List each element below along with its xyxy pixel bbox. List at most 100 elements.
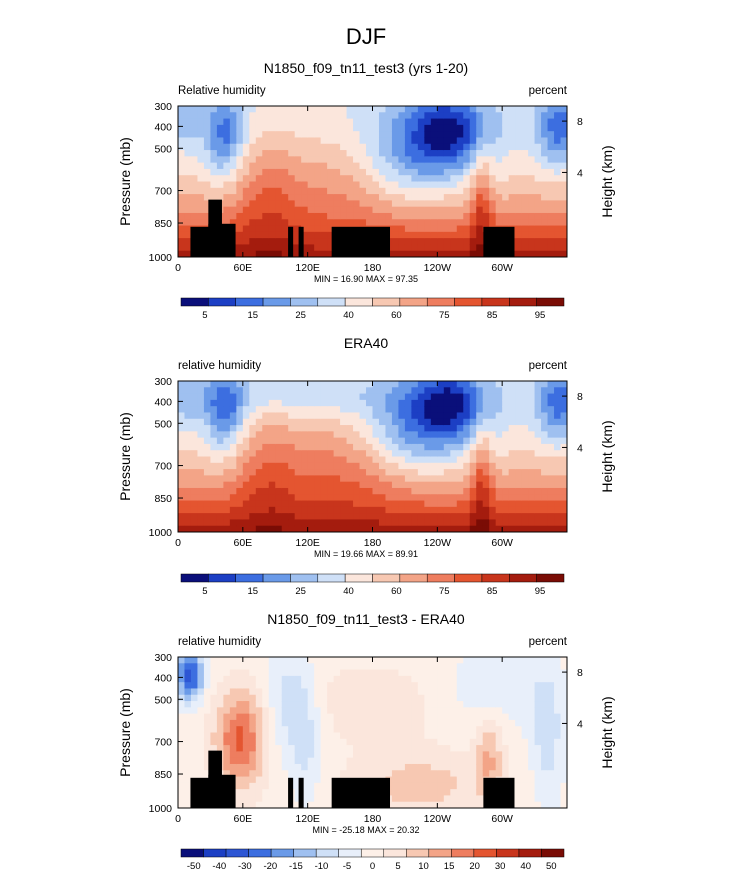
field-cell	[495, 443, 503, 451]
field-cell	[210, 187, 218, 195]
field-cell	[268, 406, 276, 414]
field-cell	[255, 525, 263, 532]
field-cell	[307, 238, 315, 246]
field-cell	[320, 663, 328, 671]
field-cell	[541, 726, 549, 734]
field-cell	[210, 168, 218, 176]
field-cell	[547, 124, 555, 132]
field-cell	[353, 381, 361, 388]
field-cell	[404, 443, 412, 451]
field-cell	[547, 431, 555, 439]
field-cell	[210, 669, 218, 677]
field-cell	[515, 525, 523, 532]
field-cell	[301, 462, 309, 470]
field-cell	[372, 506, 380, 514]
field-cell	[359, 513, 367, 521]
field-cell	[469, 106, 477, 113]
field-cell	[320, 143, 328, 151]
field-cell	[502, 168, 510, 176]
field-cell	[541, 412, 549, 420]
field-cell	[301, 431, 309, 439]
field-cell	[268, 225, 276, 233]
field-cell	[359, 701, 367, 708]
field-cell	[528, 506, 536, 514]
field-cell	[443, 776, 451, 784]
field-cell	[275, 456, 283, 464]
field-cell	[378, 475, 387, 483]
field-cell	[320, 431, 328, 439]
field-cell	[236, 431, 244, 439]
field-cell	[398, 682, 406, 690]
field-cell	[495, 462, 503, 470]
colorbar-swatch	[426, 297, 455, 307]
field-cell	[178, 238, 186, 246]
field-cell	[236, 525, 244, 532]
field-cell	[437, 757, 445, 765]
field-cell	[307, 770, 315, 778]
field-cell	[521, 694, 529, 702]
field-cell	[353, 431, 361, 439]
field-cell	[521, 406, 529, 414]
field-cell	[223, 212, 231, 220]
field-cell	[437, 475, 445, 483]
topography-mask	[298, 226, 304, 257]
field-cell	[469, 187, 477, 195]
field-cell	[184, 399, 192, 407]
field-cell	[178, 726, 186, 734]
field-cell	[424, 206, 432, 214]
field-cell	[463, 187, 471, 195]
field-cell	[320, 500, 328, 508]
field-cell	[528, 456, 536, 464]
y2-tick-label: 4	[577, 442, 583, 454]
field-cell	[450, 412, 458, 420]
panel-stats: MIN = 16.90 MAX = 97.35	[314, 274, 418, 284]
field-cell	[255, 150, 263, 157]
field-cell	[314, 406, 322, 414]
field-cell	[281, 795, 289, 803]
field-cell	[424, 219, 432, 227]
field-cell	[450, 663, 458, 671]
field-cell	[378, 206, 387, 214]
field-cell	[417, 456, 425, 464]
field-cell	[398, 494, 406, 502]
field-cell	[372, 137, 380, 145]
field-cell	[346, 500, 354, 508]
field-cell	[489, 194, 497, 201]
field-cell	[476, 425, 484, 432]
field-cell	[547, 494, 555, 502]
field-cell	[320, 462, 328, 470]
field-cell	[268, 513, 276, 521]
field-cell	[547, 789, 555, 797]
field-cell	[301, 481, 309, 489]
field-cell	[333, 694, 341, 702]
field-cell	[443, 406, 451, 414]
field-cell	[560, 688, 567, 696]
field-cell	[242, 200, 250, 208]
field-cell	[521, 682, 529, 690]
field-cell	[236, 801, 244, 808]
field-cell	[437, 112, 445, 120]
field-cell	[268, 757, 276, 765]
colorbar-swatch	[248, 848, 272, 858]
field-cell	[469, 519, 477, 527]
field-cell	[190, 118, 199, 126]
field-cell	[502, 150, 510, 157]
field-cell	[340, 513, 348, 521]
field-cell	[489, 443, 497, 451]
field-cell	[184, 212, 192, 220]
field-cell	[184, 669, 192, 677]
field-cell	[437, 156, 445, 164]
field-cell	[281, 387, 289, 395]
field-cell	[476, 175, 484, 183]
field-cell	[528, 513, 536, 521]
field-cell	[353, 732, 361, 740]
field-cell	[281, 657, 289, 664]
field-cell	[495, 219, 503, 227]
field-cell	[391, 200, 400, 208]
field-cell	[178, 694, 186, 702]
field-cell	[197, 112, 205, 120]
field-cell	[307, 399, 315, 407]
field-cell	[301, 801, 309, 808]
field-cell	[294, 231, 302, 239]
field-cell	[320, 675, 328, 683]
